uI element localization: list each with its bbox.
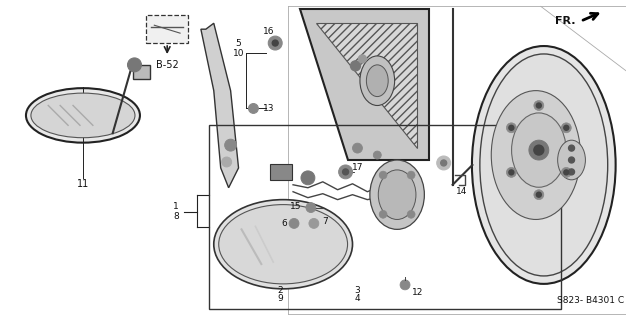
Ellipse shape <box>378 170 416 220</box>
Circle shape <box>407 210 415 218</box>
Text: FR.: FR. <box>555 16 575 26</box>
Ellipse shape <box>26 88 140 143</box>
Circle shape <box>534 145 544 155</box>
Circle shape <box>353 143 362 153</box>
Ellipse shape <box>370 160 425 229</box>
Circle shape <box>437 156 451 170</box>
Circle shape <box>351 61 360 71</box>
Ellipse shape <box>558 140 586 180</box>
Circle shape <box>309 219 319 228</box>
Circle shape <box>358 55 367 63</box>
Ellipse shape <box>492 91 581 220</box>
Text: 16: 16 <box>262 27 274 36</box>
Ellipse shape <box>214 200 353 289</box>
Circle shape <box>534 100 544 110</box>
Circle shape <box>400 280 410 290</box>
Circle shape <box>534 190 544 200</box>
Text: B-52: B-52 <box>156 60 179 70</box>
Circle shape <box>339 165 353 179</box>
Text: 11: 11 <box>77 179 89 189</box>
Circle shape <box>225 139 237 151</box>
Ellipse shape <box>360 56 394 106</box>
Polygon shape <box>201 23 239 188</box>
Circle shape <box>569 157 574 163</box>
Circle shape <box>343 169 348 175</box>
Circle shape <box>379 171 387 179</box>
Circle shape <box>289 219 299 228</box>
Circle shape <box>536 192 541 197</box>
Ellipse shape <box>367 65 388 97</box>
Text: 6: 6 <box>281 219 287 228</box>
Circle shape <box>569 145 574 151</box>
Circle shape <box>562 167 571 177</box>
Circle shape <box>306 203 316 212</box>
Text: 9: 9 <box>277 294 283 303</box>
Circle shape <box>569 169 574 175</box>
Circle shape <box>221 157 232 167</box>
Ellipse shape <box>512 113 566 187</box>
Text: 3: 3 <box>355 286 360 295</box>
Circle shape <box>536 103 541 108</box>
Bar <box>270 164 292 180</box>
Text: 2: 2 <box>278 286 283 295</box>
Circle shape <box>564 125 569 130</box>
Text: 14: 14 <box>456 187 467 196</box>
Circle shape <box>374 151 381 159</box>
Circle shape <box>507 167 516 177</box>
Ellipse shape <box>219 204 348 284</box>
Ellipse shape <box>31 93 135 138</box>
Circle shape <box>407 171 415 179</box>
Text: 12: 12 <box>412 288 423 297</box>
Circle shape <box>301 171 315 185</box>
Bar <box>133 65 150 79</box>
Text: S823- B4301 C: S823- B4301 C <box>557 296 624 305</box>
Circle shape <box>509 125 514 130</box>
Text: 1: 1 <box>174 202 179 211</box>
Circle shape <box>509 170 514 175</box>
Bar <box>146 15 188 43</box>
Circle shape <box>529 140 549 160</box>
Circle shape <box>272 40 278 46</box>
Text: 8: 8 <box>174 212 179 221</box>
Text: 7: 7 <box>322 217 327 226</box>
Ellipse shape <box>472 46 616 284</box>
Circle shape <box>564 170 569 175</box>
Text: 10: 10 <box>233 50 244 59</box>
Polygon shape <box>316 23 417 148</box>
Circle shape <box>268 36 282 50</box>
Bar <box>209 125 560 309</box>
Ellipse shape <box>480 54 608 276</box>
Circle shape <box>127 58 141 72</box>
Circle shape <box>249 103 258 113</box>
Text: 13: 13 <box>262 104 274 113</box>
Text: 15: 15 <box>290 202 301 211</box>
Text: 4: 4 <box>355 294 360 303</box>
Circle shape <box>562 123 571 133</box>
Circle shape <box>507 123 516 133</box>
Polygon shape <box>300 9 429 160</box>
Circle shape <box>379 210 387 218</box>
Text: 5: 5 <box>235 38 242 48</box>
Text: 17: 17 <box>351 164 363 172</box>
Circle shape <box>440 160 447 166</box>
